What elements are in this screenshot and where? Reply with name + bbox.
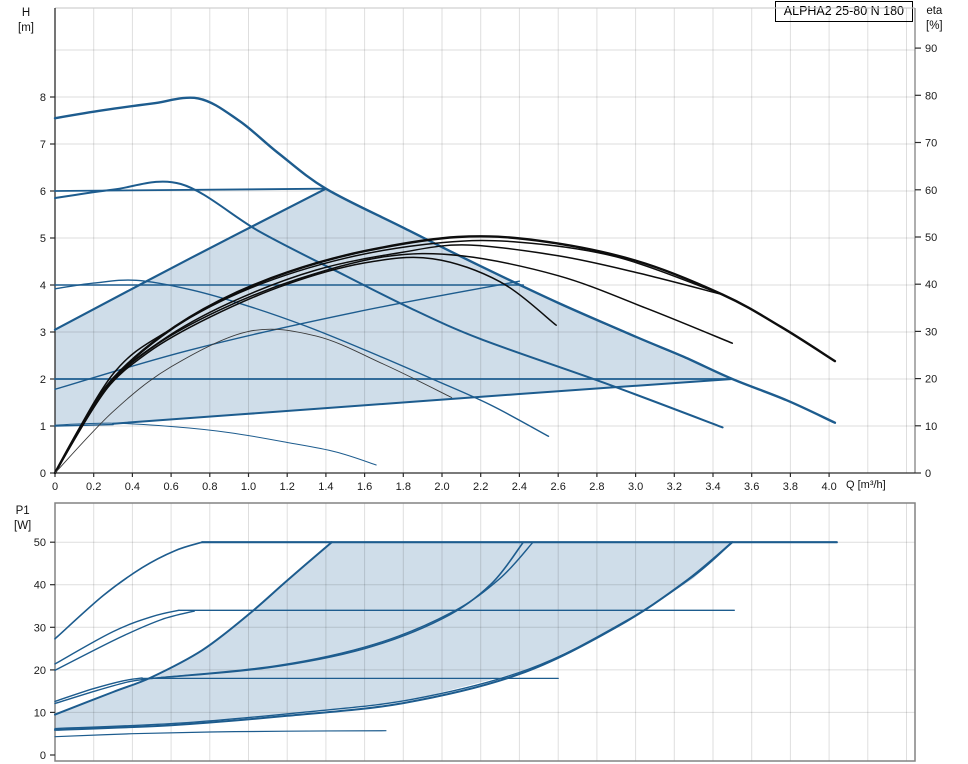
x-tick-label: 2.0 xyxy=(434,481,449,493)
x-tick-label: 1.2 xyxy=(280,481,295,493)
y-tick-label: 40 xyxy=(34,580,46,592)
x-tick-label: 1.0 xyxy=(241,481,256,493)
operating-range-region xyxy=(55,188,733,426)
series-p1-max-rise xyxy=(54,541,203,640)
eta-tick-label: 40 xyxy=(925,279,937,291)
eta-tick-label: 30 xyxy=(925,326,937,338)
x-tick-label: 0.4 xyxy=(125,481,140,493)
x-tick-label: 1.8 xyxy=(396,481,411,493)
series-p1-cp2-rise-b xyxy=(54,677,153,705)
eta-tick-label: 10 xyxy=(925,421,937,433)
eta-axis-label: eta [%] xyxy=(926,4,943,34)
series-p1-min-speed xyxy=(54,730,387,738)
x-tick-label: 2.8 xyxy=(589,481,604,493)
eta-axis-label-unit: [%] xyxy=(926,20,943,32)
y-tick-label: 4 xyxy=(40,280,46,292)
eta-tick-label: 60 xyxy=(925,185,937,197)
eta-tick-label: 20 xyxy=(925,374,937,386)
series-p1-mid-rise-a xyxy=(151,541,525,680)
p1-axis-label: P1 [W] xyxy=(14,504,31,534)
x-tick-label: 3.2 xyxy=(667,481,682,493)
series-eta-curve-5 xyxy=(54,256,557,474)
y-tick-label: 20 xyxy=(34,665,46,677)
series-pp-curve-max xyxy=(53,187,327,331)
q-axis-unit-label: Q [m³/h] xyxy=(846,479,886,491)
y-tick-label: 0 xyxy=(40,750,46,762)
series-eta-curve-4 xyxy=(54,252,734,474)
x-tick-label: 0 xyxy=(52,481,58,493)
eta-tick-label: 80 xyxy=(925,90,937,102)
x-tick-label: 3.8 xyxy=(783,481,798,493)
h-axis-label: H [m] xyxy=(18,6,34,36)
x-tick-label: 2.2 xyxy=(473,481,488,493)
x-tick-label: 1.6 xyxy=(357,481,372,493)
series-p1-cp3-rise-b xyxy=(54,610,195,671)
y-tick-label: 7 xyxy=(40,139,46,151)
y-tick-label: 2 xyxy=(40,374,46,386)
y-tick-label: 50 xyxy=(34,537,46,549)
x-tick-label: 2.4 xyxy=(512,481,527,493)
y-tick-label: 30 xyxy=(34,622,46,634)
y-tick-label: 5 xyxy=(40,233,46,245)
eta-tick-label: 0 xyxy=(925,468,931,480)
series-p1-cp3-rise-a xyxy=(54,609,180,665)
series-speed-curve-1 xyxy=(54,422,377,466)
y-tick-label: 3 xyxy=(40,327,46,339)
series-eta-curve-min xyxy=(54,328,453,474)
x-tick-label: 4.0 xyxy=(821,481,836,493)
x-tick-label: 1.4 xyxy=(318,481,333,493)
series-pp-curve-min xyxy=(112,378,734,425)
series-p1-mid-rise-b xyxy=(160,541,534,679)
series-speed-curve-4 xyxy=(53,96,837,424)
x-tick-label: 2.6 xyxy=(551,481,566,493)
series-eta-curve-2 xyxy=(54,239,724,474)
y-tick-label: 10 xyxy=(34,707,46,719)
y-tick-label: 8 xyxy=(40,92,46,104)
x-tick-label: 3.4 xyxy=(705,481,720,493)
eta-axis-label-symbol: eta xyxy=(926,5,943,17)
x-tick-label: 3.0 xyxy=(628,481,643,493)
series-p1-env-upper xyxy=(54,541,333,716)
x-tick-label: 0.6 xyxy=(163,481,178,493)
series-cp-curve-1m xyxy=(54,423,114,427)
x-tick-label: 3.6 xyxy=(744,481,759,493)
y-tick-label: 0 xyxy=(40,468,46,480)
series-speed-curve-3 xyxy=(54,180,724,429)
series-p1-env-lower-b xyxy=(54,541,733,730)
x-tick-label: 0.8 xyxy=(202,481,217,493)
eta-tick-label: 70 xyxy=(925,138,937,150)
h-axis-label-symbol: H xyxy=(21,7,31,19)
x-tick-label: 0.2 xyxy=(86,481,101,493)
series-p1-cp2-rise-a xyxy=(54,677,143,703)
y-tick-label: 6 xyxy=(40,186,46,198)
p1-axis-label-unit: [W] xyxy=(14,520,32,532)
p1-axis-label-symbol: P1 xyxy=(15,505,30,517)
power-range-region xyxy=(55,542,733,729)
eta-tick-label: 50 xyxy=(925,232,937,244)
p1-plot-border xyxy=(54,502,916,762)
y-tick-label: 1 xyxy=(40,421,46,433)
h-axis-label-unit: [m] xyxy=(18,22,34,34)
series-speed-curve-2 xyxy=(54,279,550,437)
eta-tick-label: 90 xyxy=(925,43,937,55)
